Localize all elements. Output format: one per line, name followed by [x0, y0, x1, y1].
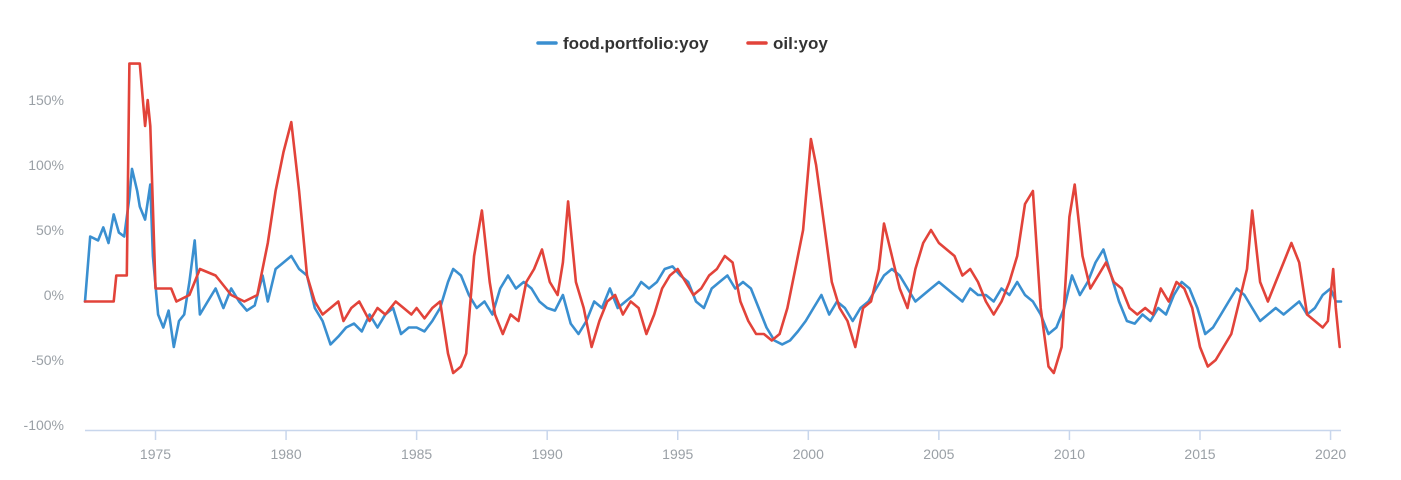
y-tick-label: 50%: [36, 222, 64, 238]
x-tick-label: 1975: [140, 446, 171, 462]
y-axis: -100% -50% 0% 50% 100% 150%: [24, 92, 64, 433]
series-line-food-portfolio-yoy[interactable]: [83, 167, 1343, 349]
x-axis: 1975 1980 1985 1990 1995 2000 2005 2010 2015 2020: [85, 429, 1346, 462]
legend-item-food-portfolio-yoy[interactable]: food.portfolio:yoy: [536, 34, 709, 53]
legend-item-oil-yoy[interactable]: oil:yoy: [746, 34, 828, 53]
legend-label-oil-yoy: oil:yoy: [773, 34, 828, 53]
x-tick-label: 1990: [532, 446, 563, 462]
y-tick-label: -50%: [31, 352, 64, 368]
y-tick-label: 100%: [28, 157, 64, 173]
legend: food.portfolio:yoy oil:yoy: [536, 34, 828, 53]
x-tick-label: 1980: [270, 446, 301, 462]
x-tick-label: 2020: [1315, 446, 1346, 462]
y-tick-label: -100%: [24, 417, 64, 433]
y-tick-label: 150%: [28, 92, 64, 108]
y-tick-label: 0%: [44, 287, 64, 303]
legend-label-food-portfolio-yoy: food.portfolio:yoy: [563, 34, 709, 53]
x-tick-label: 1985: [401, 446, 432, 462]
x-tick-label: 2010: [1054, 446, 1085, 462]
x-tick-label: 1995: [662, 446, 693, 462]
plot-area: [83, 62, 1343, 375]
x-tick-label: 2015: [1184, 446, 1215, 462]
series-line-oil-yoy[interactable]: [83, 62, 1341, 375]
x-tick-label: 2000: [793, 446, 824, 462]
x-tick-label: 2005: [923, 446, 954, 462]
